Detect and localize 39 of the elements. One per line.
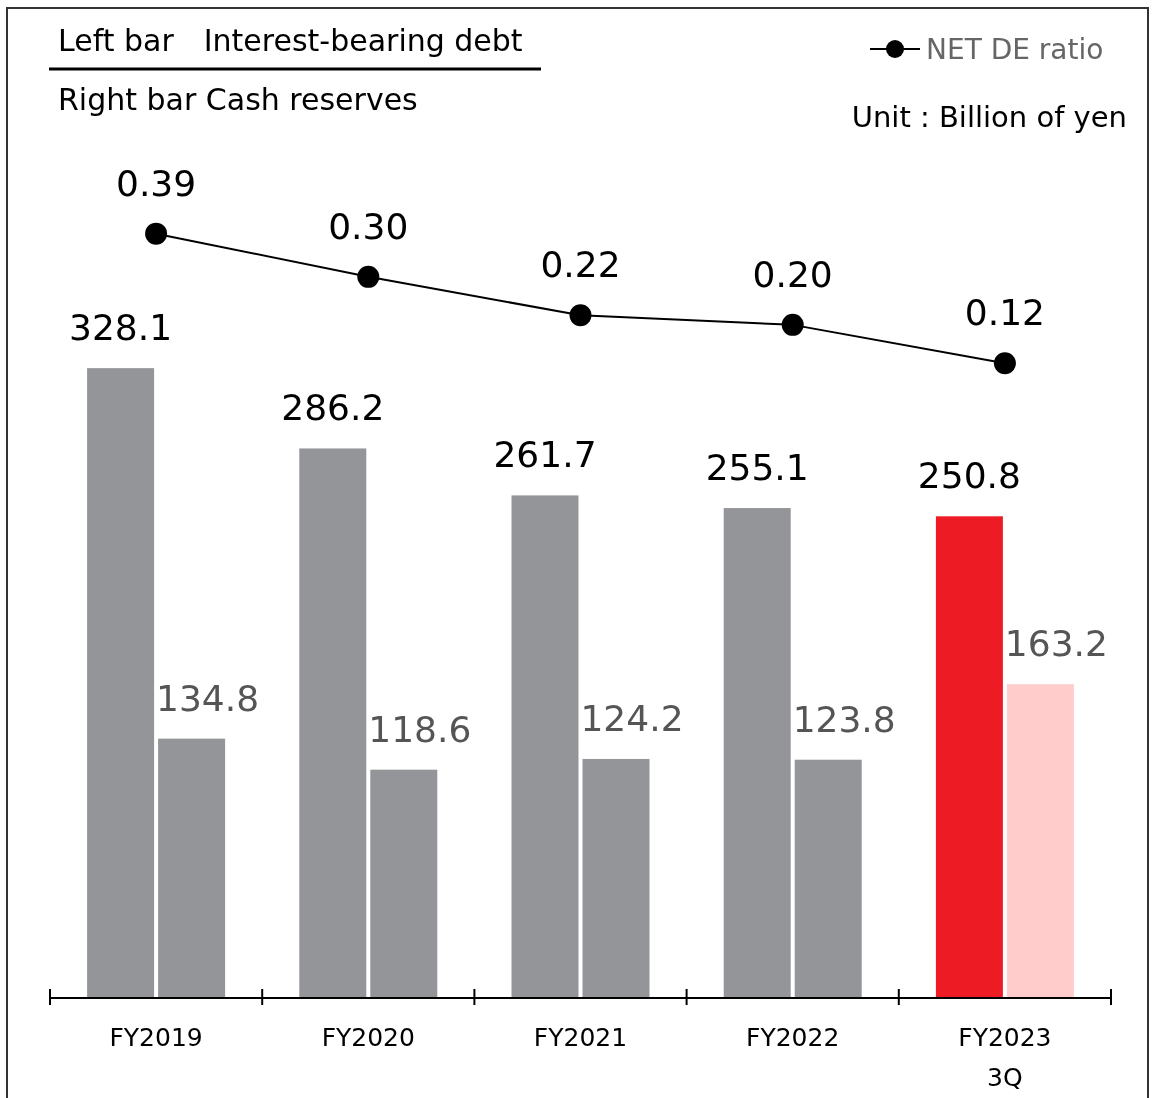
- bar: [794, 759, 862, 997]
- point: [357, 265, 380, 288]
- annotation: Right bar Cash reserves: [58, 82, 418, 117]
- data-label: 123.8: [792, 698, 896, 740]
- point: [993, 352, 1016, 375]
- data-label: 255.1: [705, 447, 809, 489]
- bar: [158, 738, 226, 997]
- data-label: 163.2: [1004, 623, 1108, 665]
- data-label: 0.22: [540, 244, 621, 286]
- data-label: 0.20: [752, 253, 833, 295]
- annotation: Left bar Interest-bearing debt: [58, 23, 523, 58]
- data-label: 134.8: [156, 677, 260, 719]
- point: [569, 304, 592, 327]
- data-label: 0.30: [328, 205, 409, 247]
- point: [145, 222, 168, 245]
- bar: [723, 508, 791, 997]
- x-tick-label: FY2020: [321, 1023, 415, 1052]
- data-label: 261.7: [493, 434, 597, 476]
- bar: [511, 495, 579, 997]
- bar: [1006, 684, 1074, 997]
- point: [781, 313, 804, 336]
- data-label: 328.1: [69, 307, 173, 349]
- x-tick-label: FY2022: [746, 1023, 840, 1052]
- annotation: Unit : Billion of yen: [851, 100, 1127, 134]
- data-label: 0.12: [964, 292, 1045, 334]
- data-label: 124.2: [580, 697, 684, 739]
- data-label: 250.8: [917, 455, 1021, 497]
- x-tick-label: FY2023 3Q: [958, 1023, 1052, 1092]
- data-label: 286.2: [281, 387, 385, 429]
- x-tick-label: FY2019: [109, 1023, 203, 1052]
- data-label: 118.6: [368, 708, 472, 750]
- bar: [582, 758, 650, 997]
- x-tick-label: FY2021: [533, 1023, 628, 1052]
- bar: [935, 516, 1003, 997]
- bar: [370, 769, 438, 997]
- bar: [299, 448, 367, 997]
- data-label: 0.39: [116, 162, 197, 204]
- bar: [87, 368, 155, 997]
- legend-label: NET DE ratio: [926, 33, 1104, 66]
